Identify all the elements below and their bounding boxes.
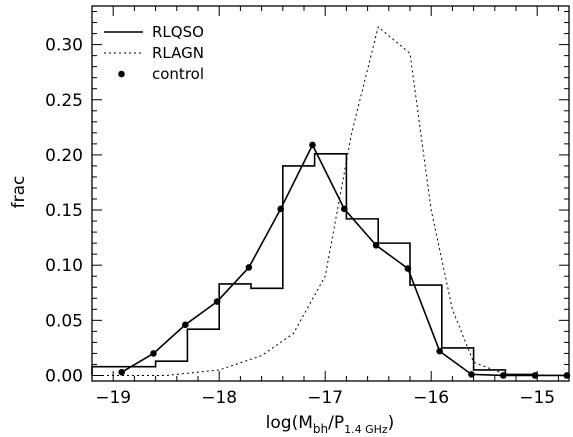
control-point: [436, 347, 443, 355]
x-axis-title-sub2: 1.4 GHz: [344, 423, 388, 436]
control-line: [121, 143, 567, 377]
x-tick-label: −15: [519, 388, 555, 408]
control-point: [277, 205, 284, 213]
control-point: [468, 371, 475, 378]
x-axis-title: log(Mbh/P1.4 GHz): [266, 413, 395, 436]
control-point: [372, 242, 380, 249]
y-tick-label: 0.10: [45, 256, 83, 276]
rlqso-histogram: [91, 152, 538, 376]
y-tick-label: 0.20: [45, 146, 83, 166]
control-point: [531, 372, 539, 379]
x-tick-label: −17: [307, 388, 343, 408]
rlagn-line: [92, 26, 570, 376]
legend-swatch-control: [118, 70, 125, 78]
y-tick-label: 0.30: [45, 36, 83, 56]
control-point: [309, 141, 316, 149]
control-point: [340, 205, 348, 213]
control-point: [563, 372, 571, 379]
y-tick-label: 0.05: [45, 311, 83, 331]
x-tick-label: −16: [413, 388, 449, 408]
control-point: [213, 298, 221, 305]
control-point: [118, 368, 125, 376]
plot-frame: [91, 5, 570, 382]
x-tick-label: −18: [201, 388, 237, 408]
x-axis-title-sub1: bh: [313, 422, 328, 436]
legend-label: control: [152, 65, 204, 83]
x-axis-title-base: log(M: [266, 413, 313, 433]
legend: RLQSO RLAGN control: [104, 23, 204, 83]
y-tick-label: 0.00: [45, 366, 83, 386]
legend-label: RLAGN: [152, 44, 204, 62]
x-axis-title-mid: /P: [328, 413, 344, 433]
control-point: [150, 350, 157, 357]
ticks: −19 −18 −17 −16 −15 0.00 0.05 0.10 0.15 0.20 0.25 0…: [45, 6, 569, 408]
y-axis-title: frac: [9, 176, 29, 209]
control-point: [404, 265, 412, 272]
control-point: [181, 321, 189, 329]
y-tick-label: 0.15: [45, 201, 83, 221]
control-point: [245, 264, 253, 271]
series-layer: [91, 26, 571, 379]
y-tick-label: 0.25: [45, 91, 83, 111]
x-axis-title-end: ): [388, 413, 395, 433]
x-tick-label: −19: [95, 388, 131, 408]
control-point: [499, 372, 507, 379]
legend-label: RLQSO: [152, 23, 204, 41]
